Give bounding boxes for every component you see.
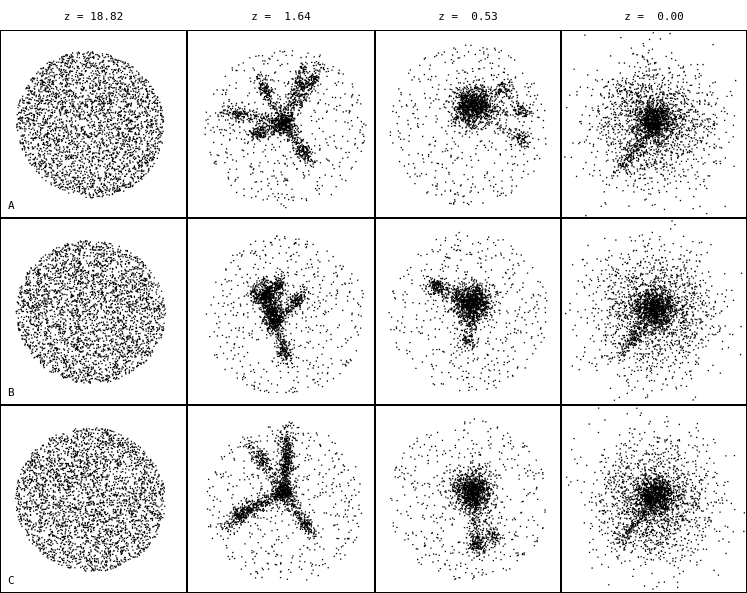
column-header: z = 0.53 <box>438 10 498 23</box>
particles <box>15 240 167 384</box>
panel-border <box>187 30 375 218</box>
column-header: z = 18.82 <box>64 10 124 23</box>
column-header: z = 1.64 <box>251 10 311 23</box>
column-header: z = 0.00 <box>624 10 684 23</box>
particles <box>565 220 743 401</box>
particles <box>14 427 166 572</box>
panel-border <box>375 30 561 218</box>
row-label: C <box>8 574 15 587</box>
panel-border <box>187 218 375 405</box>
row-label: A <box>8 199 15 212</box>
particles <box>564 32 737 217</box>
panel-border <box>375 218 561 405</box>
particles <box>389 44 547 206</box>
particles <box>205 235 364 394</box>
particles <box>204 50 367 209</box>
row-label: B <box>8 386 15 399</box>
particles <box>16 51 165 199</box>
particles <box>566 407 745 590</box>
particles <box>390 418 546 580</box>
particles <box>206 421 363 581</box>
panel-border <box>0 218 187 405</box>
panel-border <box>0 30 187 218</box>
